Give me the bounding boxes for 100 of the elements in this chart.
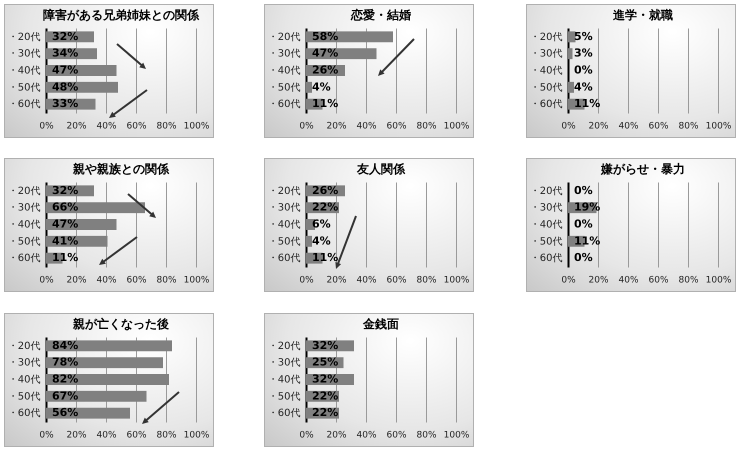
data-label: 26% [312, 184, 338, 197]
bar [306, 82, 312, 93]
chart-title: 友人関係 [356, 162, 406, 176]
x-tick-label: 100% [706, 122, 732, 132]
y-tick-label: ・30代 [268, 202, 300, 214]
data-label: 4% [312, 80, 331, 94]
data-label: 67% [52, 389, 78, 402]
data-label: 34% [52, 46, 78, 60]
x-tick-label: 80% [678, 122, 699, 132]
x-tick-label: 0% [39, 430, 54, 440]
x-tick-label: 0% [299, 430, 314, 440]
x-tick-label: 20% [326, 430, 347, 440]
data-label: 4% [312, 234, 331, 248]
y-tick-label: ・50代 [530, 82, 562, 94]
x-tick-label: 80% [678, 276, 699, 286]
data-label: 41% [52, 234, 78, 248]
bar [306, 236, 312, 247]
data-label: 58% [312, 30, 338, 43]
y-tick-label: ・30代 [530, 202, 562, 214]
data-label: 33% [52, 97, 78, 110]
y-tick-label: ・50代 [268, 391, 300, 402]
y-tick-label: ・40代 [8, 374, 40, 386]
y-tick-label: ・60代 [530, 253, 562, 264]
bar [568, 82, 574, 93]
x-tick-label: 20% [588, 122, 609, 132]
y-tick-label: ・60代 [8, 99, 40, 110]
x-tick-label: 40% [356, 276, 377, 286]
x-tick-label: 60% [126, 430, 147, 440]
y-tick-label: ・60代 [268, 408, 300, 420]
data-label: 11% [52, 251, 78, 264]
x-tick-label: 0% [39, 276, 54, 286]
x-tick-label: 20% [588, 276, 609, 286]
x-tick-label: 60% [648, 276, 669, 286]
x-tick-label: 100% [444, 122, 470, 132]
x-tick-label: 100% [184, 276, 210, 286]
x-tick-label: 20% [326, 276, 347, 286]
x-tick-label: 60% [386, 122, 407, 132]
data-label: 11% [574, 97, 600, 110]
x-tick-label: 40% [618, 122, 639, 132]
x-tick-label: 80% [156, 430, 177, 440]
bar [568, 31, 576, 42]
data-label: 22% [312, 389, 338, 402]
x-tick-label: 80% [156, 276, 177, 286]
data-label: 0% [574, 64, 593, 76]
x-tick-label: 0% [561, 276, 576, 286]
data-label: 56% [52, 406, 78, 420]
chart-title: 親が亡くなった後 [72, 317, 169, 331]
y-tick-label: ・20代 [530, 32, 562, 43]
y-tick-label: ・60代 [530, 99, 562, 110]
x-tick-label: 20% [326, 122, 347, 132]
y-tick-label: ・60代 [8, 253, 40, 264]
x-tick-label: 0% [561, 122, 576, 132]
x-tick-label: 60% [386, 276, 407, 286]
x-tick-label: 80% [416, 430, 437, 440]
y-tick-label: ・40代 [530, 220, 562, 230]
y-tick-label: ・40代 [268, 220, 300, 230]
data-label: 32% [52, 184, 78, 197]
y-tick-label: ・30代 [8, 202, 40, 214]
data-label: 25% [312, 356, 338, 369]
y-tick-label: ・50代 [530, 236, 562, 248]
data-label: 5% [574, 30, 593, 43]
y-tick-label: ・60代 [268, 99, 300, 110]
data-label: 32% [312, 372, 338, 386]
x-tick-label: 100% [706, 276, 732, 286]
x-tick-label: 20% [66, 276, 87, 286]
x-tick-label: 0% [299, 122, 314, 132]
x-tick-label: 60% [386, 430, 407, 440]
y-tick-label: ・20代 [530, 186, 562, 197]
y-tick-label: ・60代 [8, 408, 40, 420]
y-tick-label: ・30代 [268, 358, 300, 369]
bar [46, 357, 163, 368]
y-tick-label: ・40代 [530, 66, 562, 76]
data-label: 66% [52, 200, 78, 214]
x-tick-label: 40% [96, 430, 117, 440]
x-tick-label: 40% [96, 276, 117, 286]
y-tick-label: ・20代 [268, 32, 300, 43]
x-tick-label: 40% [96, 122, 117, 132]
y-tick-label: ・40代 [268, 374, 300, 386]
x-tick-label: 80% [156, 122, 177, 132]
chart-title: 金銭面 [362, 317, 399, 331]
data-label: 22% [312, 406, 338, 420]
y-tick-label: ・50代 [8, 82, 40, 94]
y-tick-label: ・40代 [8, 66, 40, 76]
data-label: 47% [52, 218, 78, 230]
bar [46, 340, 172, 352]
data-label: 48% [52, 80, 78, 94]
x-tick-label: 60% [126, 122, 147, 132]
y-tick-label: ・20代 [268, 340, 300, 352]
y-tick-label: ・50代 [268, 82, 300, 94]
y-tick-label: ・20代 [268, 186, 300, 197]
y-tick-label: ・30代 [8, 48, 40, 60]
chart-title: 親や親族との関係 [72, 162, 170, 176]
x-tick-label: 100% [444, 276, 470, 286]
y-tick-label: ・50代 [268, 236, 300, 248]
y-tick-label: ・30代 [530, 48, 562, 60]
data-label: 0% [574, 184, 593, 197]
data-label: 11% [574, 234, 600, 248]
data-label: 11% [312, 97, 338, 110]
y-tick-label: ・30代 [8, 358, 40, 369]
data-label: 32% [312, 338, 338, 352]
